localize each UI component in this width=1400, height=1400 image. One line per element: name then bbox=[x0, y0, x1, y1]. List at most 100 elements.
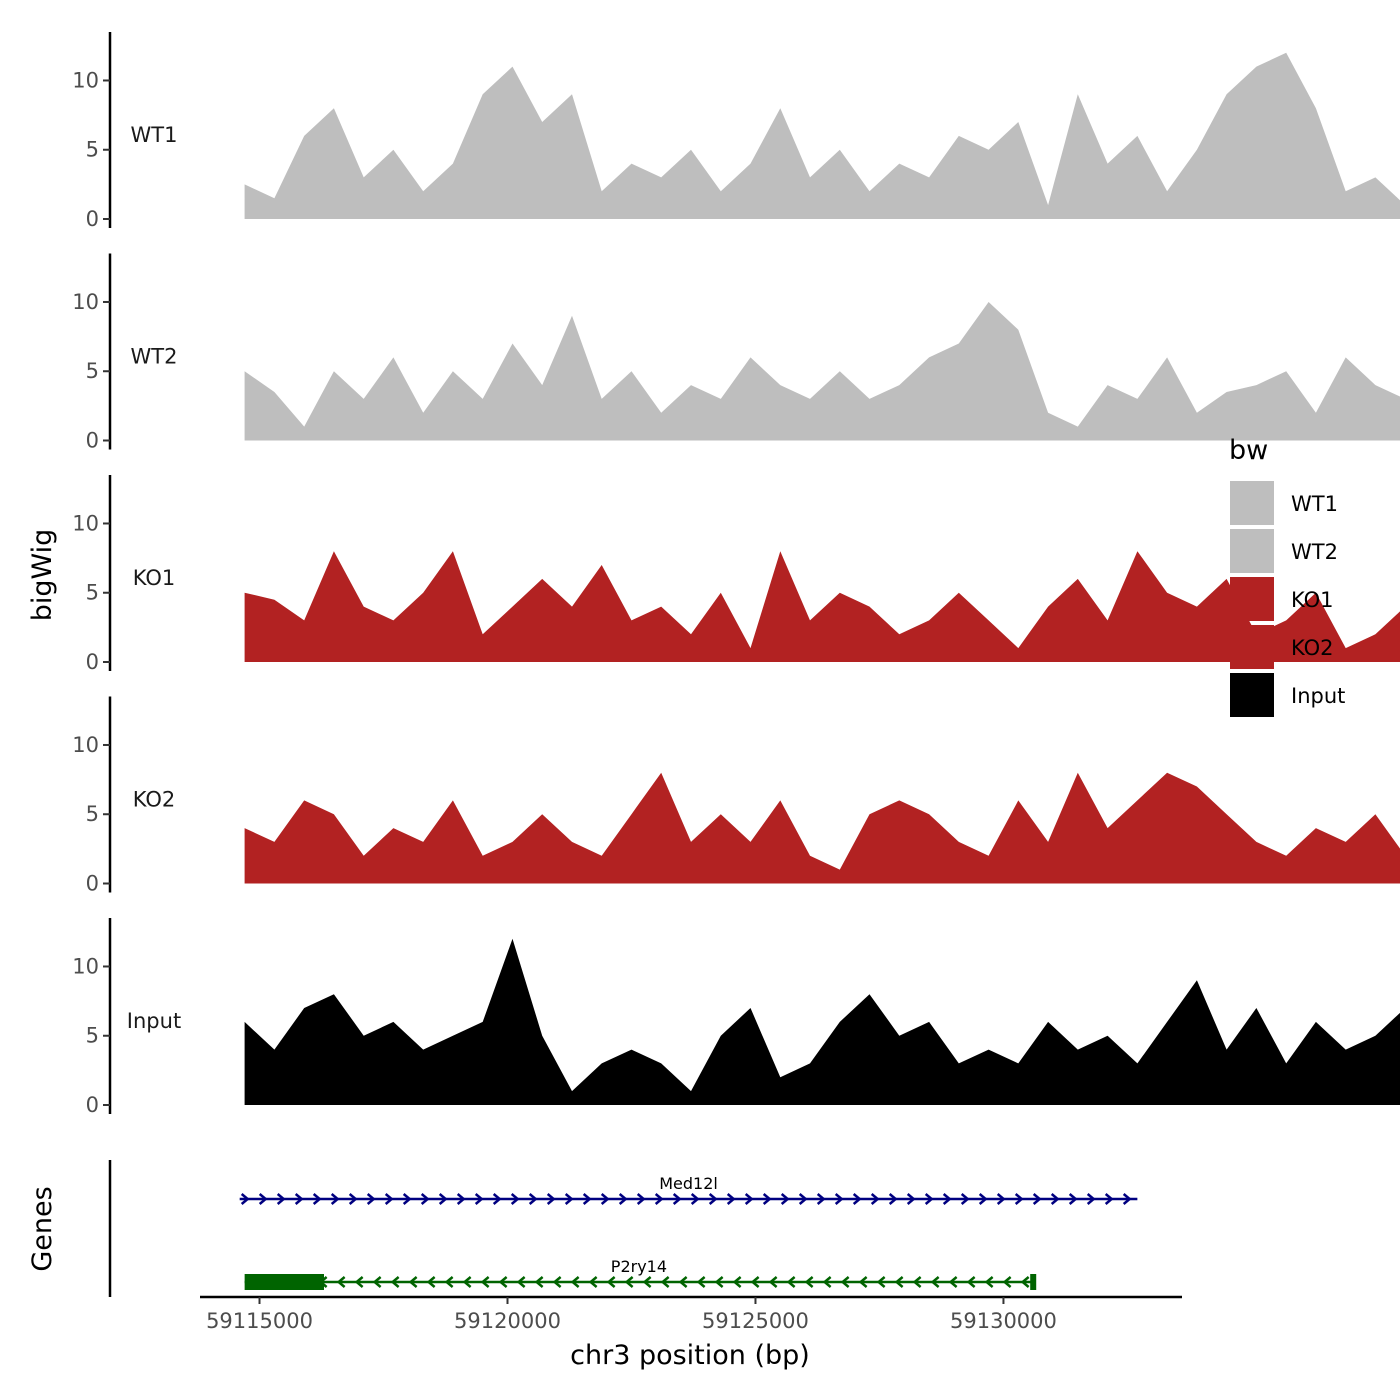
track-WT2-y-tick-label-10: 10 bbox=[72, 290, 99, 314]
gene-Med12l-strand-chevron bbox=[492, 1193, 502, 1205]
track-KO1-y-tick-label-0: 0 bbox=[86, 650, 99, 674]
gene-P2ry14-end-exon bbox=[1030, 1274, 1037, 1290]
gene-P2ry14-strand-chevron bbox=[714, 1276, 724, 1288]
gene-Med12l-strand-chevron bbox=[1050, 1193, 1060, 1205]
gene-label-Med12l: Med12l bbox=[659, 1174, 718, 1193]
gene-P2ry14-strand-chevron bbox=[732, 1276, 742, 1288]
gene-P2ry14-strand-chevron bbox=[570, 1276, 580, 1288]
gene-Med12l-strand-chevron bbox=[708, 1193, 718, 1205]
gene-Med12l-strand-chevron bbox=[402, 1193, 412, 1205]
gene-P2ry14-strand-chevron bbox=[624, 1276, 634, 1288]
gene-P2ry14-strand-chevron bbox=[786, 1276, 796, 1288]
gene-Med12l-strand-chevron bbox=[690, 1193, 700, 1205]
gene-P2ry14-strand-chevron bbox=[516, 1276, 526, 1288]
legend-key-WT2 bbox=[1230, 529, 1274, 573]
legend-label-KO1: KO1 bbox=[1291, 588, 1334, 612]
gene-Med12l-strand-chevron bbox=[1014, 1193, 1024, 1205]
gene-Med12l-strand-chevron bbox=[510, 1193, 520, 1205]
gene-Med12l-strand-chevron bbox=[1068, 1193, 1078, 1205]
legend-label-WT2: WT2 bbox=[1291, 540, 1338, 564]
gene-Med12l-strand-chevron bbox=[384, 1193, 394, 1205]
legend-key-KO2 bbox=[1230, 625, 1274, 669]
gene-P2ry14-strand-chevron bbox=[678, 1276, 688, 1288]
track-WT2-signal-area bbox=[244, 302, 1400, 441]
gene-P2ry14-strand-chevron bbox=[444, 1276, 454, 1288]
track-WT1-y-tick-label-0: 0 bbox=[86, 207, 99, 231]
gene-Med12l-strand-chevron bbox=[798, 1193, 808, 1205]
gene-P2ry14-exon-block bbox=[244, 1274, 324, 1290]
gene-P2ry14-strand-chevron bbox=[588, 1276, 598, 1288]
track-Input-y-tick-label-5: 5 bbox=[86, 1024, 99, 1048]
legend-title: bw bbox=[1229, 435, 1268, 466]
gene-P2ry14-strand-chevron bbox=[1020, 1276, 1030, 1288]
track-label-KO1: KO1 bbox=[133, 566, 176, 590]
gene-Med12l-strand-chevron bbox=[456, 1193, 466, 1205]
gene-Med12l-strand-chevron bbox=[312, 1193, 322, 1205]
gene-P2ry14-strand-chevron bbox=[1002, 1276, 1012, 1288]
gene-Med12l-strand-chevron bbox=[960, 1193, 970, 1205]
gene-P2ry14-strand-chevron bbox=[876, 1276, 886, 1288]
gene-P2ry14-strand-chevron bbox=[930, 1276, 940, 1288]
legend-label-KO2: KO2 bbox=[1291, 636, 1334, 660]
track-KO1-signal-area bbox=[244, 551, 1400, 662]
legend-label-Input: Input bbox=[1291, 684, 1345, 708]
gene-P2ry14-strand-chevron bbox=[552, 1276, 562, 1288]
gene-Med12l-strand-chevron bbox=[816, 1193, 826, 1205]
track-KO2-y-tick-label-5: 5 bbox=[86, 802, 99, 826]
gene-P2ry14-strand-chevron bbox=[948, 1276, 958, 1288]
track-Input-y-tick-label-10: 10 bbox=[72, 954, 99, 978]
gene-Med12l-strand-chevron bbox=[1104, 1193, 1114, 1205]
legend-key-WT1 bbox=[1230, 481, 1274, 525]
gene-P2ry14-strand-chevron bbox=[894, 1276, 904, 1288]
gene-Med12l-strand-chevron bbox=[672, 1193, 682, 1205]
gene-Med12l-strand-chevron bbox=[726, 1193, 736, 1205]
legend-label-WT1: WT1 bbox=[1291, 492, 1338, 516]
track-Input-signal-area bbox=[244, 938, 1400, 1105]
gene-P2ry14-strand-chevron bbox=[642, 1276, 652, 1288]
gene-Med12l-strand-chevron bbox=[348, 1193, 358, 1205]
gene-P2ry14-strand-chevron bbox=[498, 1276, 508, 1288]
gene-Med12l-strand-chevron bbox=[276, 1193, 286, 1205]
track-label-KO2: KO2 bbox=[133, 788, 176, 812]
gene-P2ry14-strand-chevron bbox=[336, 1276, 346, 1288]
gene-Med12l-strand-chevron bbox=[366, 1193, 376, 1205]
gene-Med12l-strand-chevron bbox=[978, 1193, 988, 1205]
x-tick-label-1: 59120000 bbox=[454, 1309, 561, 1333]
gene-P2ry14-strand-chevron bbox=[822, 1276, 832, 1288]
gene-Med12l-strand-chevron bbox=[294, 1193, 304, 1205]
track-label-WT1: WT1 bbox=[131, 123, 178, 147]
gene-Med12l-strand-chevron bbox=[870, 1193, 880, 1205]
gene-P2ry14-strand-chevron bbox=[804, 1276, 814, 1288]
track-KO2-y-tick-label-10: 10 bbox=[72, 733, 99, 757]
gene-Med12l-strand-chevron bbox=[1032, 1193, 1042, 1205]
gene-Med12l-strand-chevron bbox=[528, 1193, 538, 1205]
gene-Med12l-strand-chevron bbox=[654, 1193, 664, 1205]
gene-Med12l-strand-chevron bbox=[744, 1193, 754, 1205]
gene-P2ry14-strand-chevron bbox=[372, 1276, 382, 1288]
gene-label-P2ry14: P2ry14 bbox=[611, 1257, 667, 1276]
gene-P2ry14-strand-chevron bbox=[840, 1276, 850, 1288]
x-tick-label-3: 59130000 bbox=[950, 1309, 1057, 1333]
gene-Med12l-strand-chevron bbox=[330, 1193, 340, 1205]
gene-Med12l-strand-chevron bbox=[240, 1193, 250, 1205]
gene-Med12l-strand-chevron bbox=[600, 1193, 610, 1205]
gene-P2ry14-strand-chevron bbox=[750, 1276, 760, 1288]
x-tick-label-2: 59125000 bbox=[702, 1309, 809, 1333]
gene-Med12l-strand-chevron bbox=[924, 1193, 934, 1205]
track-WT2-y-tick-label-5: 5 bbox=[86, 359, 99, 383]
gene-Med12l-strand-chevron bbox=[906, 1193, 916, 1205]
gene-Med12l-strand-chevron bbox=[1086, 1193, 1096, 1205]
track-WT1-signal-area bbox=[244, 52, 1400, 219]
gene-P2ry14-strand-chevron bbox=[426, 1276, 436, 1288]
gene-Med12l-strand-chevron bbox=[762, 1193, 772, 1205]
gene-P2ry14-strand-chevron bbox=[408, 1276, 418, 1288]
track-WT1-y-tick-label-10: 10 bbox=[72, 68, 99, 92]
gene-Med12l-strand-chevron bbox=[942, 1193, 952, 1205]
gene-P2ry14-strand-chevron bbox=[660, 1276, 670, 1288]
gene-P2ry14-strand-chevron bbox=[390, 1276, 400, 1288]
track-WT2-y-tick-label-0: 0 bbox=[86, 429, 99, 453]
gene-P2ry14-strand-chevron bbox=[858, 1276, 868, 1288]
gene-P2ry14-strand-chevron bbox=[606, 1276, 616, 1288]
genes-axis-title: Genes bbox=[27, 1186, 58, 1271]
track-label-Input: Input bbox=[127, 1009, 181, 1033]
